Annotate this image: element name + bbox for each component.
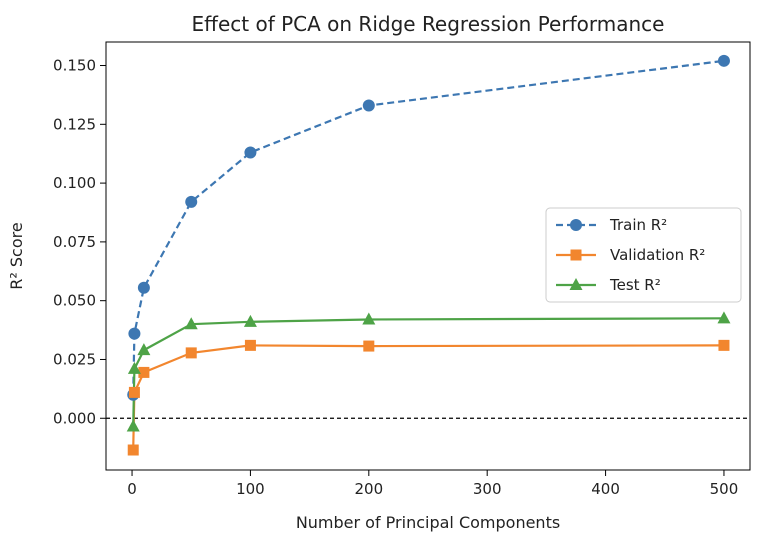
- legend-marker-1: [570, 249, 582, 261]
- data-point-0-5: [362, 99, 375, 112]
- legend-label-0: Train R²: [609, 216, 667, 234]
- y-tick-label-3: 0.075: [53, 233, 96, 251]
- data-point-2-6: [717, 311, 731, 324]
- data-point-1-6: [718, 339, 730, 351]
- legend: Train R² Validation R² Test R²: [545, 207, 742, 303]
- y-tick-label-6: 0.150: [53, 57, 96, 75]
- legend-label-1: Validation R²: [610, 246, 705, 264]
- plot-frame: [105, 41, 751, 471]
- y-axis-label: R² Score: [7, 222, 26, 289]
- chart-title: Effect of PCA on Ridge Regression Perfor…: [192, 12, 665, 36]
- x-axis-label: Number of Principal Components: [296, 513, 560, 532]
- data-point-0-1: [128, 327, 141, 340]
- data-point-2-1: [127, 361, 141, 374]
- y-tick-label-2: 0.050: [53, 292, 96, 310]
- legend-label-2: Test R²: [609, 276, 661, 294]
- data-point-1-5: [363, 340, 375, 352]
- y-tick-label-5: 0.125: [53, 115, 96, 133]
- x-tick-label-5: 500: [710, 480, 739, 498]
- data-point-1-2: [138, 366, 150, 378]
- x-tick-label-0: 0: [127, 480, 137, 498]
- data-point-1-0: [127, 444, 139, 456]
- data-point-2-4: [243, 314, 257, 327]
- x-tick-label-3: 300: [473, 480, 502, 498]
- y-tick-label-1: 0.025: [53, 350, 96, 368]
- data-point-1-4: [244, 339, 256, 351]
- legend-marker-2: [569, 278, 583, 290]
- data-point-0-6: [717, 54, 730, 67]
- data-point-2-0: [126, 419, 140, 432]
- x-tick-label-4: 400: [591, 480, 620, 498]
- data-point-2-2: [137, 343, 151, 356]
- plot-area: 0 100 200 300 400 500 0.000 0.025 0.050 0.075 0.10…: [53, 41, 751, 498]
- data-point-0-2: [137, 281, 150, 294]
- x-tick-label-1: 100: [236, 480, 265, 498]
- data-point-1-3: [185, 347, 197, 359]
- legend-box: [545, 207, 742, 303]
- data-point-2-5: [362, 312, 376, 325]
- series-line-2: [132, 317, 725, 427]
- x-tick-label-2: 200: [354, 480, 383, 498]
- series-line-1: [132, 344, 725, 451]
- data-point-0-3: [185, 195, 198, 208]
- y-tick-label-4: 0.100: [53, 174, 96, 192]
- data-point-1-1: [128, 386, 140, 398]
- y-tick-label-0: 0.000: [53, 409, 96, 427]
- legend-marker-0: [570, 219, 582, 231]
- data-point-0-4: [244, 146, 257, 159]
- data-point-2-3: [184, 317, 198, 330]
